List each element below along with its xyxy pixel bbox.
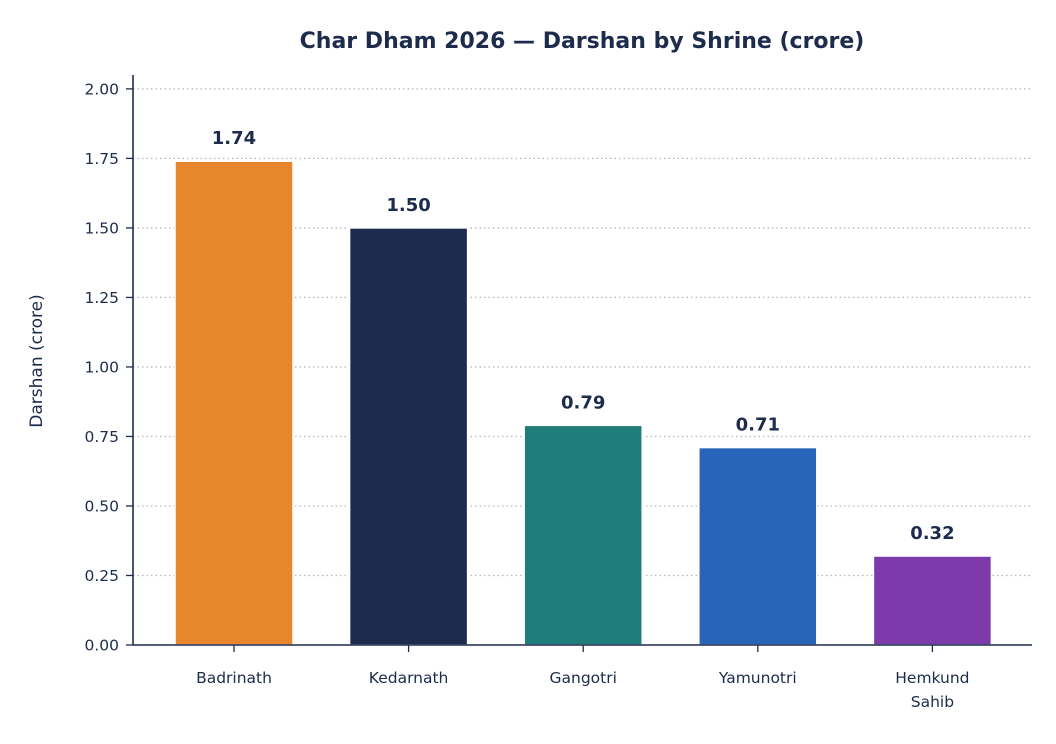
bar <box>698 446 818 646</box>
x-tick-label: Badrinath <box>196 669 272 687</box>
value-label: 1.74 <box>212 128 256 149</box>
y-tick-label: 2.00 <box>84 80 119 98</box>
bar <box>174 160 294 646</box>
y-tick-label: 1.25 <box>84 289 119 307</box>
value-label: 0.79 <box>561 392 605 413</box>
bars <box>174 160 993 646</box>
y-tick-label: 0.25 <box>84 567 119 585</box>
bar <box>523 424 643 646</box>
value-labels: 1.74 1.50 0.79 0.71 0.32 <box>212 128 955 544</box>
y-tick-label: 0.50 <box>84 497 119 515</box>
axes <box>126 75 1032 652</box>
y-tick-label: 0.75 <box>84 428 119 446</box>
value-label: 1.50 <box>386 195 430 216</box>
y-tick-label: 1.75 <box>84 150 119 168</box>
y-axis-label: Darshan (crore) <box>27 294 47 427</box>
x-tick-label: Kedarnath <box>369 669 449 687</box>
chart-title: Char Dham 2026 — Darshan by Shrine (cror… <box>300 29 865 54</box>
y-tick-label: 1.50 <box>84 219 119 237</box>
y-tick-label: 1.00 <box>84 358 119 376</box>
y-tick-label: 0.00 <box>84 637 119 655</box>
value-label: 0.71 <box>736 415 780 436</box>
x-tick-label: Yamunotri <box>718 669 797 687</box>
tick-labels: Badrinath Kedarnath Gangotri Yamunotri Hemku… <box>84 80 969 711</box>
bar <box>872 555 993 646</box>
value-label: 0.32 <box>910 523 954 544</box>
x-tick-label: Gangotri <box>549 669 616 687</box>
x-tick-label: Hemkund Sahib <box>895 669 969 711</box>
bar <box>348 227 469 646</box>
